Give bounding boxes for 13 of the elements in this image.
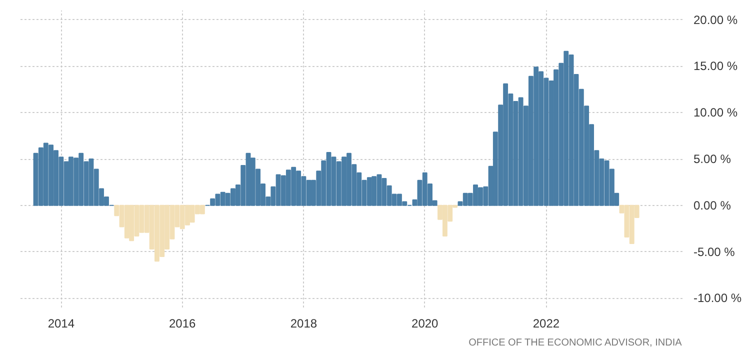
y-tick-label: 20.00 % xyxy=(694,12,738,27)
x-tick-label: 2016 xyxy=(169,316,196,330)
y-tick-label: 15.00 % xyxy=(694,59,738,74)
y-tick-label: -5.00 % xyxy=(694,244,736,259)
text: OFFICE OF THE ECONOMIC ADVISOR, INDIA xyxy=(468,338,682,348)
x-tick-label: 2018 xyxy=(290,316,318,330)
y-tick-label: 5.00 % xyxy=(694,152,732,166)
y-tick-label: 0.00 % xyxy=(694,198,732,212)
x-tick-label: 2022 xyxy=(532,316,560,330)
y-tick-label: -10.00 % xyxy=(694,291,742,306)
y-tick-label: 10.00 % xyxy=(694,106,738,120)
x-tick-label: 2014 xyxy=(48,316,75,330)
x-tick-label: 2020 xyxy=(412,316,439,330)
